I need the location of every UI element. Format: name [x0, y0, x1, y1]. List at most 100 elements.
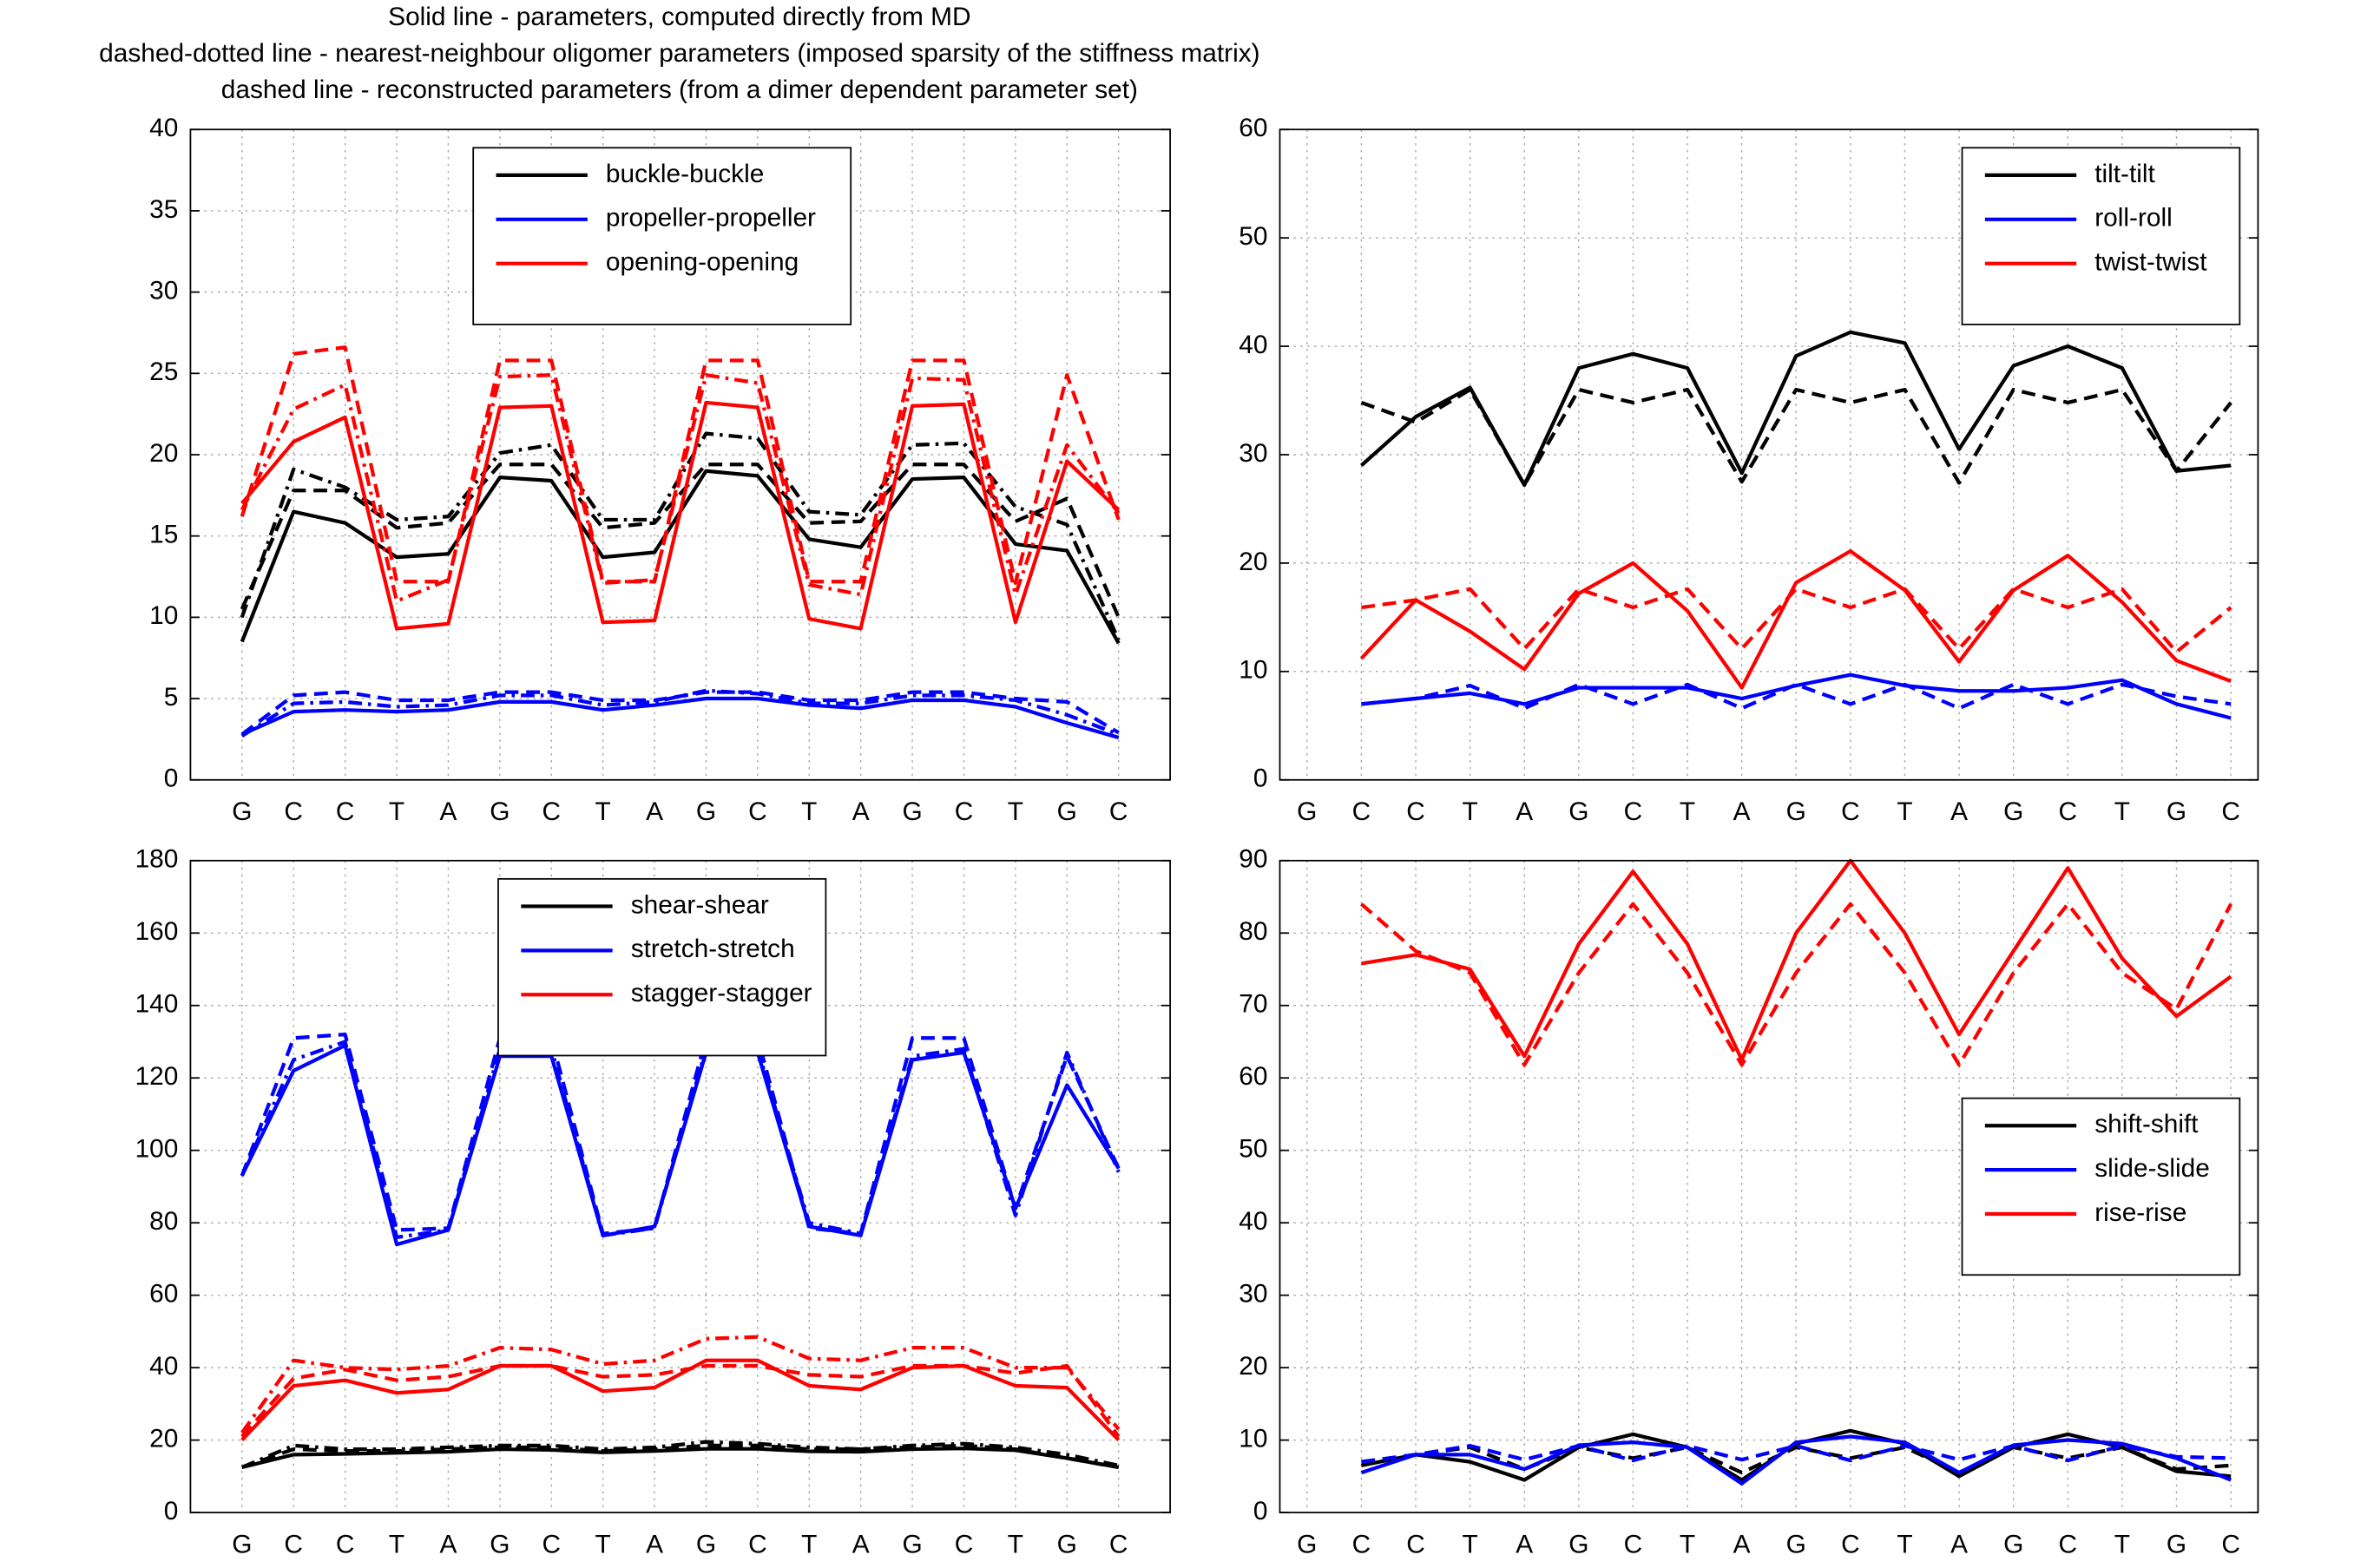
legend-label: twist-twist	[2094, 248, 2207, 277]
series-line	[1360, 902, 2233, 1067]
x-tick-label: T	[595, 1531, 611, 1559]
x-tick-label: A	[439, 797, 457, 826]
x-tick-label: A	[646, 1531, 663, 1559]
x-tick-label: T	[1008, 1531, 1023, 1559]
y-tick-label: 0	[164, 1497, 179, 1525]
x-tick-label: C	[542, 1531, 561, 1559]
series-line	[240, 400, 1121, 631]
x-tick-label: T	[1462, 797, 1477, 826]
x-tick-label: C	[748, 1531, 767, 1559]
series-line	[1361, 682, 2232, 711]
y-tick-label: 0	[1253, 764, 1268, 793]
x-tick-label: C	[2221, 797, 2240, 826]
x-tick-label: G	[696, 1531, 716, 1559]
series-line	[1361, 858, 2232, 1062]
legend-label: rise-rise	[2094, 1198, 2186, 1227]
legend-label: slide-slide	[2094, 1154, 2210, 1183]
x-tick-label: C	[542, 797, 561, 826]
x-tick-label: C	[2059, 1531, 2078, 1559]
x-tick-label: A	[1733, 797, 1751, 826]
x-tick-label: C	[1406, 1531, 1425, 1559]
x-tick-label: T	[389, 797, 404, 826]
y-tick-label: 20	[1239, 1352, 1267, 1381]
legend-box	[1961, 1097, 2241, 1276]
plot-frame	[1279, 859, 2259, 1513]
series-line	[1361, 587, 2232, 654]
y-tick-label: 70	[1239, 990, 1267, 1019]
y-tick-label: 10	[149, 601, 178, 630]
series-line	[240, 1335, 1121, 1434]
y-tick-label: 35	[149, 195, 178, 224]
y-tick-label: 80	[149, 1207, 178, 1236]
y-tick-label: 40	[149, 114, 178, 142]
x-tick-label: G	[1568, 797, 1588, 826]
x-tick-label: C	[1406, 797, 1425, 826]
series-line	[240, 373, 1121, 603]
y-tick-label: 25	[149, 358, 178, 386]
legend-label: propeller-propeller	[606, 204, 816, 233]
legend-box	[1961, 147, 2241, 325]
x-tick-label: G	[232, 797, 252, 826]
subplot: G C C T A G C T A G C T A G C T G C 0 10 20 30 40 50 60 tilt-tilt…	[1239, 114, 2259, 826]
x-tick-label: T	[389, 1531, 404, 1559]
x-tick-label: C	[2221, 1531, 2240, 1559]
y-tick-label: 60	[1239, 1062, 1267, 1091]
x-tick-label: G	[902, 1531, 922, 1559]
y-tick-label: 20	[149, 1424, 178, 1453]
x-tick-label: G	[2167, 797, 2186, 826]
y-tick-label: 60	[149, 1280, 178, 1309]
x-tick-label: C	[1841, 797, 1860, 826]
x-tick-label: G	[1568, 1531, 1588, 1559]
x-tick-label: T	[2114, 797, 2130, 826]
legend-label: shift-shift	[2094, 1110, 2199, 1138]
y-tick-label: 20	[1239, 548, 1267, 576]
y-tick-label: 20	[149, 439, 178, 468]
y-tick-label: 40	[1239, 331, 1267, 359]
x-tick-label: C	[284, 1531, 303, 1559]
x-tick-label: G	[490, 797, 510, 826]
series-line	[240, 431, 1121, 641]
y-tick-label: 180	[135, 845, 179, 874]
title-line: dashed-dotted line - nearest-neighbour o…	[99, 39, 1259, 68]
x-tick-label: C	[1624, 1531, 1643, 1559]
plot-frame	[189, 859, 1171, 1513]
x-tick-label: A	[1733, 1531, 1751, 1559]
x-tick-label: G	[1057, 1531, 1077, 1559]
legend-label: buckle-buckle	[606, 160, 764, 188]
series-line	[241, 1447, 1120, 1470]
x-tick-label: C	[955, 797, 974, 826]
series-line	[1360, 387, 2232, 488]
x-tick-label: G	[1786, 797, 1806, 826]
x-tick-label: T	[1680, 797, 1695, 826]
series-line	[240, 1363, 1121, 1438]
y-tick-label: 10	[1239, 1424, 1267, 1453]
x-tick-label: G	[1297, 1531, 1317, 1559]
x-tick-label: A	[646, 797, 663, 826]
legend-label: tilt-tilt	[2094, 160, 2155, 188]
series-line	[240, 696, 1120, 739]
x-tick-label: G	[232, 1531, 252, 1559]
x-tick-label: G	[2003, 1531, 2023, 1559]
y-tick-label: 40	[1239, 1207, 1267, 1236]
y-tick-label: 100	[135, 1135, 179, 1164]
x-tick-label: G	[490, 1531, 510, 1559]
x-tick-label: T	[1462, 1531, 1477, 1559]
series-line	[240, 690, 1120, 736]
series-line	[240, 688, 1120, 738]
x-tick-label: G	[902, 797, 922, 826]
x-tick-label: C	[1109, 1531, 1128, 1559]
x-tick-label: G	[1297, 797, 1317, 826]
y-tick-label: 10	[1239, 656, 1267, 685]
y-tick-label: 15	[149, 521, 178, 549]
legend-label: shear-shear	[631, 890, 769, 919]
x-tick-label: G	[2003, 797, 2023, 826]
series-line	[240, 1440, 1120, 1469]
y-tick-label: 40	[149, 1352, 178, 1381]
y-tick-label: 80	[1239, 917, 1267, 946]
y-tick-label: 160	[135, 917, 179, 946]
x-tick-label: C	[336, 1531, 355, 1559]
x-tick-label: C	[2059, 797, 2078, 826]
y-tick-label: 140	[135, 990, 179, 1019]
x-tick-label: G	[1057, 797, 1077, 826]
